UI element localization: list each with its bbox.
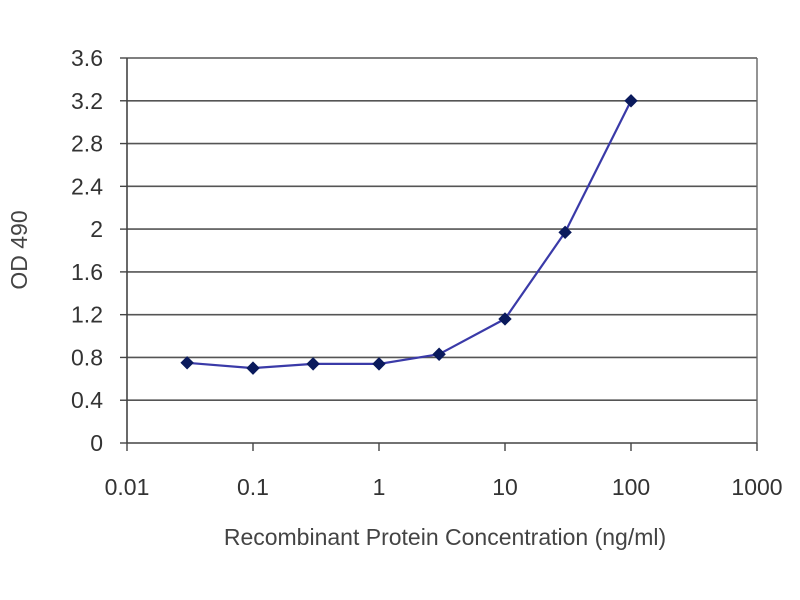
data-point-0-0 bbox=[180, 356, 194, 370]
data-point-0-6 bbox=[558, 225, 572, 240]
y-tick-label-3: 1.2 bbox=[71, 302, 103, 328]
data-point-0-2 bbox=[306, 357, 320, 371]
x-tick-labels: 0.01 0.1 1 10 100 1000 bbox=[105, 474, 783, 500]
x-tick-label-4: 100 bbox=[612, 474, 650, 500]
data-point-0-4 bbox=[432, 347, 446, 361]
y-tick-label-8: 3.2 bbox=[71, 88, 103, 114]
x-tick-label-2: 1 bbox=[373, 474, 386, 500]
y-tick-label-5: 2 bbox=[90, 216, 103, 242]
x-tick-label-1: 0.1 bbox=[237, 474, 269, 500]
x-tick-label-3: 10 bbox=[492, 474, 518, 500]
x-tick-label-5: 1000 bbox=[731, 474, 782, 500]
data-point-0-3 bbox=[372, 357, 386, 371]
data-point-0-1 bbox=[246, 361, 260, 375]
data-point-0-7 bbox=[624, 94, 638, 108]
y-tick-label-1: 0.4 bbox=[71, 387, 103, 413]
grid-lines bbox=[127, 57, 757, 402]
y-tick-label-9: 3.6 bbox=[71, 45, 103, 71]
y-tick-labels: 0 0.4 0.8 1.2 1.6 2 2.4 2.8 3.2 3.6 bbox=[71, 45, 103, 456]
series-group bbox=[180, 94, 638, 375]
y-tick-label-0: 0 bbox=[90, 430, 103, 456]
axes bbox=[120, 57, 758, 451]
data-point-0-5 bbox=[498, 312, 512, 326]
y-tick-label-6: 2.4 bbox=[71, 173, 103, 199]
y-tick-label-2: 0.8 bbox=[71, 344, 103, 370]
series-line-0 bbox=[187, 100, 632, 370]
x-tick-label-0: 0.01 bbox=[105, 474, 150, 500]
y-axis-title: OD 490 bbox=[6, 210, 32, 289]
x-axis-title: Recombinant Protein Concentration (ng/ml… bbox=[224, 524, 666, 550]
y-tick-label-4: 1.6 bbox=[71, 259, 103, 285]
y-tick-label-7: 2.8 bbox=[71, 131, 103, 157]
